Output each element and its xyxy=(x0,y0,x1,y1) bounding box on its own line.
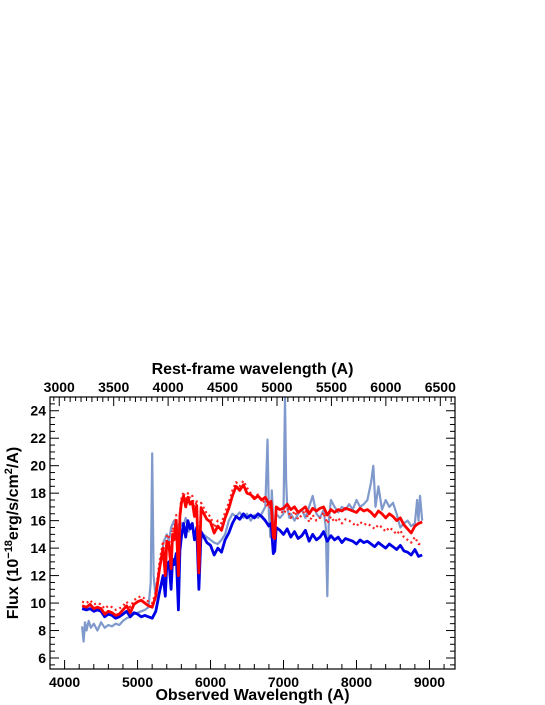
x2-tick-label: 6500 xyxy=(425,379,456,395)
x-axis-title: Observed Wavelength (A) xyxy=(155,687,349,704)
tick-layer: 4000 5000 6000 7000 8000 9000 3000 3500 4000 4500… xyxy=(30,379,456,690)
x2-axis-title: Rest-frame wavelength (A) xyxy=(152,361,354,378)
y-tick-label: 8 xyxy=(38,623,46,639)
x-tick-label: 8000 xyxy=(341,674,372,690)
y-axis-title: Flux (10−18erg/s/cm2/A) xyxy=(3,447,22,619)
x2-tick-label: 4500 xyxy=(207,379,238,395)
x-tick-label: 4000 xyxy=(49,674,80,690)
x2-tick-label: 5000 xyxy=(261,379,292,395)
x2-tick-label: 5500 xyxy=(316,379,347,395)
x2-tick-label: 6000 xyxy=(370,379,401,395)
x-tick-label: 9000 xyxy=(414,674,445,690)
x-tick-label: 6000 xyxy=(195,674,226,690)
y-axis-title-part3: /A) xyxy=(5,447,22,468)
y-axis-title-exp1: −18 xyxy=(3,540,15,559)
y-tick-label: 16 xyxy=(30,513,46,529)
x2-tick-label: 3500 xyxy=(98,379,129,395)
y-tick-label: 20 xyxy=(30,458,46,474)
y-tick-label: 10 xyxy=(30,595,46,611)
x-tick-label: 5000 xyxy=(122,674,153,690)
series-line-model-red-dotted xyxy=(81,479,423,612)
y-tick-label: 12 xyxy=(30,568,46,584)
y-tick-label: 14 xyxy=(30,540,46,556)
series-layer xyxy=(81,397,424,643)
series-line-model-red xyxy=(81,483,423,617)
y-tick-label: 22 xyxy=(30,430,46,446)
series-line-model-blue xyxy=(81,512,423,620)
y-axis-title-part2: erg/s/cm xyxy=(5,474,22,540)
x2-tick-label: 3000 xyxy=(44,379,75,395)
y-axis-title-part1: Flux (10 xyxy=(5,559,22,620)
y-axis-title-exp2: 2 xyxy=(3,468,15,474)
plot-frame xyxy=(49,396,456,670)
x2-tick-label: 4000 xyxy=(153,379,184,395)
x-tick-label: 7000 xyxy=(268,674,299,690)
y-tick-label: 24 xyxy=(30,403,46,419)
y-tick-label: 18 xyxy=(30,485,46,501)
y-tick-label: 6 xyxy=(38,650,46,666)
